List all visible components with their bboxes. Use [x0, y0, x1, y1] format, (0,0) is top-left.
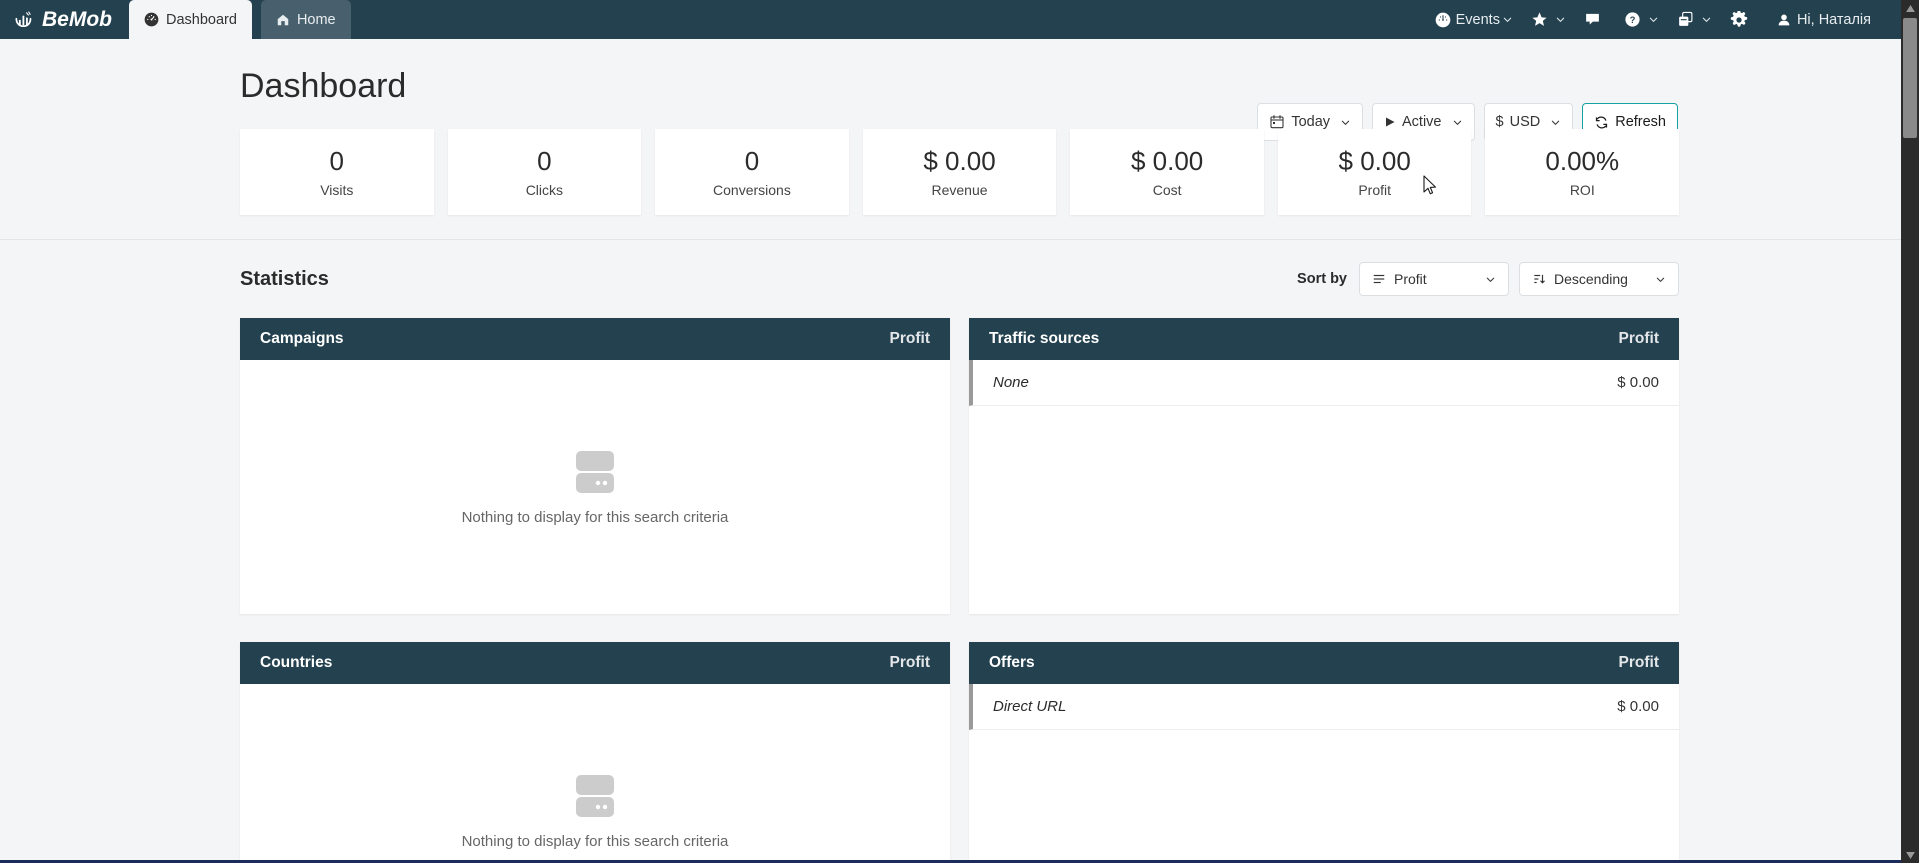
svg-text:?: ? — [1630, 15, 1636, 25]
